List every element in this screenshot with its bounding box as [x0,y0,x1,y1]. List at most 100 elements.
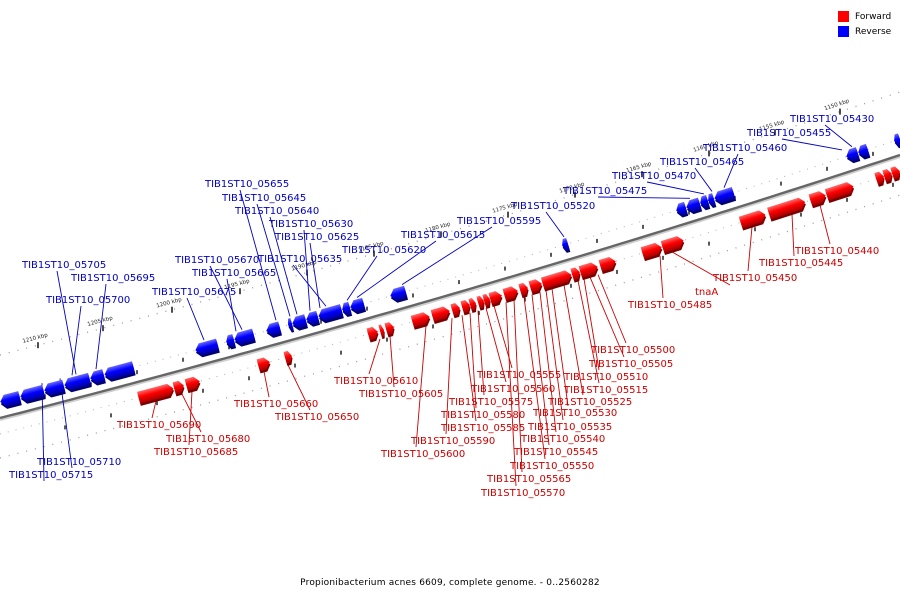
reverse-gene-label[interactable]: TIB1ST10_05695 [70,273,155,284]
reverse-gene[interactable] [43,379,66,399]
reverse-gene-label[interactable]: TIB1ST10_05620 [341,245,426,256]
forward-gene-label[interactable]: tnaA [695,287,718,298]
forward-gene-label[interactable]: TIB1ST10_05570 [480,488,565,499]
reverse-gene-label[interactable]: TIB1ST10_05615 [400,230,485,241]
reverse-gene-label[interactable]: TIB1ST10_05655 [204,179,289,190]
forward-gene-label[interactable]: TIB1ST10_05540 [520,434,605,445]
reverse-gene-label[interactable]: TIB1ST10_05640 [234,206,319,217]
forward-gene[interactable] [640,241,664,262]
forward-gene[interactable] [808,190,829,209]
reverse-gene[interactable] [706,193,717,209]
reverse-gene-label[interactable]: TIB1ST10_05465 [659,157,744,168]
forward-gene-label[interactable]: TIB1ST10_05660 [233,399,318,410]
forward-gene-label[interactable]: TIB1ST10_05515 [563,385,648,396]
reverse-gene-label[interactable]: TIB1ST10_05635 [257,254,342,265]
reverse-gene[interactable] [291,314,309,332]
reverse-gene-label[interactable]: TIB1ST10_05460 [702,143,787,154]
forward-gene-label[interactable]: TIB1ST10_05565 [486,474,571,485]
reverse-gene[interactable] [713,186,737,207]
forward-gene[interactable] [488,290,505,308]
forward-gene-label[interactable]: TIB1ST10_05650 [274,412,359,423]
reverse-gene-label[interactable]: TIB1ST10_05430 [789,114,874,125]
forward-gene-label[interactable]: TIB1ST10_05585 [440,423,525,434]
reverse-gene-label[interactable]: TIB1ST10_05700 [45,295,130,306]
forward-gene-label[interactable]: TIB1ST10_05530 [532,408,617,419]
reverse-gene-label[interactable]: TIB1ST10_05520 [510,201,595,212]
forward-gene[interactable] [378,324,386,340]
forward-gene-label[interactable]: TIB1ST10_05440 [794,246,879,257]
forward-gene[interactable] [890,165,900,182]
forward-gene-label[interactable]: TIB1ST10_05555 [476,370,561,381]
forward-gene[interactable] [578,261,600,281]
reverse-gene[interactable] [698,195,711,211]
forward-gene[interactable] [283,350,295,366]
forward-gene[interactable] [540,269,574,292]
forward-gene[interactable] [172,380,186,397]
forward-gene[interactable] [738,209,768,231]
reverse-gene-label[interactable]: TIB1ST10_05625 [274,232,359,243]
reverse-gene[interactable] [103,361,136,383]
forward-gene-label[interactable]: TIB1ST10_05500 [590,345,675,356]
reverse-gene[interactable] [19,384,46,405]
reverse-gene[interactable] [0,391,22,410]
reverse-gene[interactable] [674,201,689,219]
reverse-gene[interactable] [856,143,871,161]
forward-gene-label[interactable]: TIB1ST10_05550 [509,461,594,472]
forward-gene[interactable] [528,278,545,296]
forward-gene[interactable] [410,311,432,330]
reverse-gene[interactable] [317,304,344,324]
reverse-gene[interactable] [844,147,861,165]
forward-gene[interactable] [450,302,462,319]
reverse-gene-label[interactable]: TIB1ST10_05595 [456,216,541,227]
forward-gene[interactable] [482,293,492,309]
reverse-gene[interactable] [233,328,256,348]
forward-gene-label[interactable]: TIB1ST10_05560 [470,384,555,395]
forward-gene[interactable] [660,235,686,255]
forward-gene-label[interactable]: TIB1ST10_05525 [547,397,632,408]
forward-gene[interactable] [137,383,176,406]
forward-gene-label[interactable]: TIB1ST10_05610 [333,376,418,387]
reverse-gene-label[interactable]: TIB1ST10_05705 [21,260,106,271]
forward-gene[interactable] [824,181,856,204]
forward-gene-label[interactable]: TIB1ST10_05600 [380,449,465,460]
reverse-gene[interactable] [560,238,571,254]
forward-gene[interactable] [184,375,202,394]
reverse-gene[interactable] [265,321,283,339]
reverse-gene-label[interactable]: TIB1ST10_05675 [151,287,236,298]
forward-gene[interactable] [882,168,894,185]
forward-gene-label[interactable]: TIB1ST10_05590 [410,436,495,447]
reverse-gene-label[interactable]: TIB1ST10_05470 [611,171,696,182]
forward-gene-label[interactable]: TIB1ST10_05580 [440,410,525,421]
reverse-gene[interactable] [194,338,220,359]
forward-gene-label[interactable]: TIB1ST10_05575 [448,397,533,408]
forward-gene[interactable] [476,295,486,311]
forward-gene[interactable] [502,285,521,303]
reverse-gene-label[interactable]: TIB1ST10_05665 [191,268,276,279]
reverse-gene-label[interactable]: TIB1ST10_05455 [746,128,831,139]
reverse-gene[interactable] [389,285,409,304]
reverse-gene[interactable] [89,369,106,387]
forward-gene[interactable] [460,299,472,316]
reverse-gene[interactable] [685,197,703,216]
forward-gene-label[interactable]: TIB1ST10_05505 [588,359,673,370]
reverse-gene-label[interactable]: TIB1ST10_05710 [36,457,121,468]
forward-gene[interactable] [874,171,886,187]
forward-gene[interactable] [570,266,582,283]
reverse-gene[interactable] [892,133,900,149]
forward-gene-label[interactable]: TIB1ST10_05690 [116,420,201,431]
forward-gene-label[interactable]: TIB1ST10_05510 [563,372,648,383]
reverse-gene[interactable] [341,301,353,318]
forward-gene-label[interactable]: TIB1ST10_05445 [758,258,843,269]
reverse-gene[interactable] [225,334,237,350]
forward-gene-label[interactable]: TIB1ST10_05680 [165,434,250,445]
forward-gene[interactable] [366,326,381,343]
forward-gene-label[interactable]: TIB1ST10_05545 [513,447,598,458]
forward-gene[interactable] [256,356,272,374]
forward-gene[interactable] [518,282,530,299]
reverse-gene-label[interactable]: TIB1ST10_05645 [221,193,306,204]
forward-gene[interactable] [384,321,397,338]
reverse-gene-label[interactable]: TIB1ST10_05475 [562,186,647,197]
forward-gene-label[interactable]: TIB1ST10_05685 [153,447,238,458]
forward-gene-label[interactable]: TIB1ST10_05605 [358,389,443,400]
reverse-gene[interactable] [286,318,295,333]
